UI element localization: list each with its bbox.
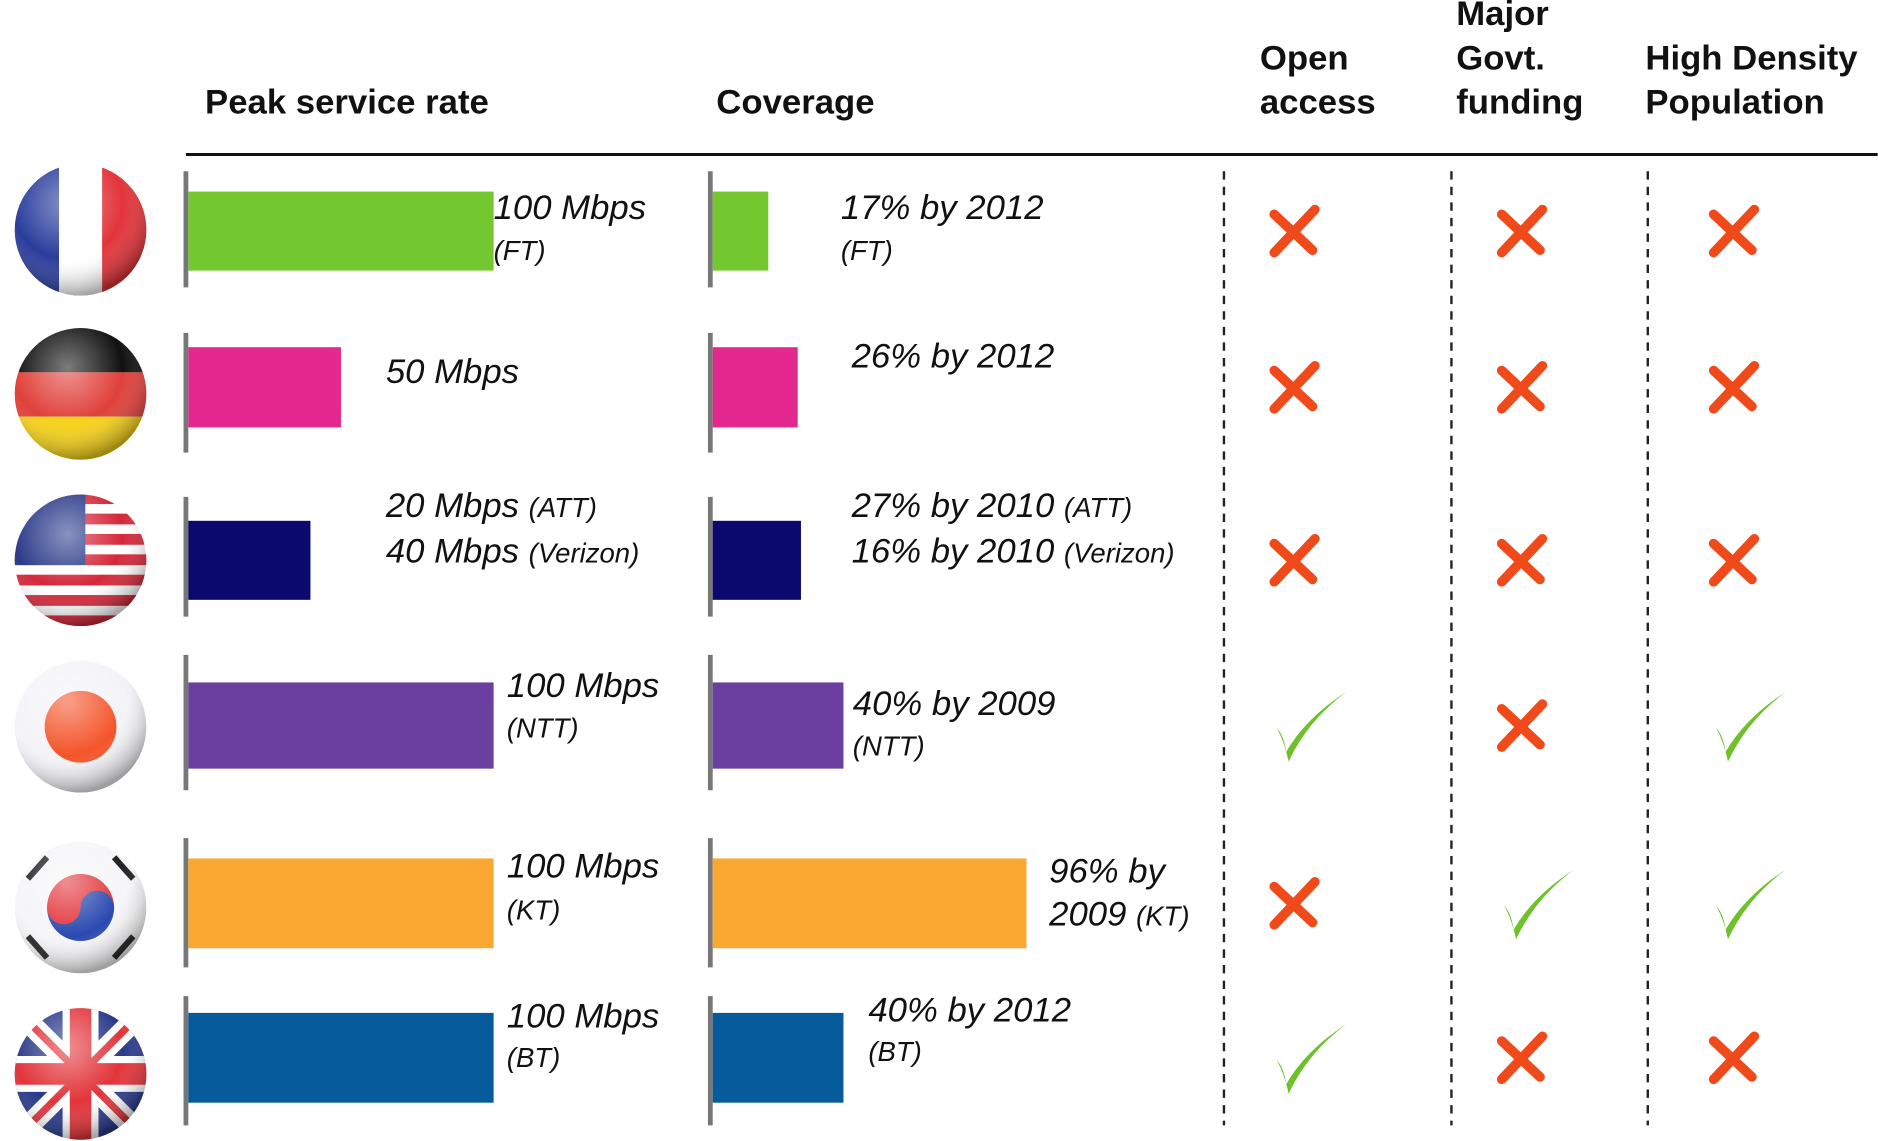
label-text: 100 Mbps — [507, 848, 659, 886]
label-text: 40% by 2012 — [868, 991, 1071, 1029]
label-note: (FT) — [841, 235, 893, 266]
label-note: (KT) — [507, 895, 561, 926]
cross-mark — [1269, 533, 1320, 587]
flag-uk — [14, 1008, 147, 1140]
bar-label: 100 Mbps — [494, 189, 646, 227]
cross-mark — [1269, 360, 1320, 414]
cross-mark — [1496, 204, 1548, 258]
label-text: 16% by 2010 — [852, 533, 1064, 571]
label-note: (KT) — [1136, 900, 1190, 931]
label-text: 17% by 2012 — [841, 189, 1044, 227]
label-note: (BT) — [868, 1036, 922, 1067]
bar-label: 40 Mbps (Verizon) — [386, 533, 639, 571]
cross-mark — [1496, 699, 1548, 752]
check-mark — [1504, 869, 1574, 940]
bar-label: (BT) — [507, 1042, 561, 1073]
bar-label: 96% by — [1049, 852, 1167, 890]
coverage-bar — [712, 1012, 844, 1103]
coverage-bar — [712, 858, 1027, 949]
check-mark — [1276, 1024, 1347, 1094]
coverage-bar — [712, 520, 801, 600]
label-text: 20 Mbps — [385, 487, 529, 525]
label-note: (Verizon) — [1064, 538, 1175, 569]
label-text: 100 Mbps — [507, 997, 659, 1035]
bar-label: 50 Mbps — [386, 353, 519, 391]
label-text: 40% by 2009 — [853, 685, 1056, 723]
bar-label: (NTT) — [507, 713, 579, 744]
column-header: access — [1260, 84, 1376, 122]
cross-mark — [1708, 204, 1760, 258]
peak-bar — [188, 520, 311, 600]
label-note: (Verizon) — [529, 538, 640, 569]
column-header: Govt. — [1456, 39, 1545, 77]
label-text: 40 Mbps — [386, 533, 529, 571]
label-note: (NTT) — [507, 713, 579, 744]
bar-label: 17% by 2012 — [841, 189, 1044, 227]
label-text: 27% by 2010 — [851, 487, 1064, 525]
bar-label: 26% by 2012 — [851, 338, 1055, 376]
column-header: Coverage — [716, 84, 874, 122]
cross-mark — [1708, 360, 1760, 414]
column-header: Population — [1645, 84, 1824, 122]
bar-label: 40% by 2012 — [868, 991, 1071, 1029]
cross-mark — [1269, 877, 1320, 930]
flags — [14, 164, 147, 1140]
bar-label: 2009 (KT) — [1048, 895, 1189, 933]
bar-label: (FT) — [841, 235, 893, 266]
bar-label: (NTT) — [853, 730, 925, 761]
label-text: 96% by — [1049, 852, 1167, 890]
label-text: 100 Mbps — [494, 189, 646, 227]
coverage-bar — [712, 682, 844, 769]
bar-label: 100 Mbps — [507, 848, 659, 886]
bar-label: 100 Mbps — [507, 997, 659, 1035]
flag-france — [14, 164, 147, 296]
column-header: High Density — [1645, 39, 1858, 77]
flag-usa — [14, 494, 147, 627]
flag-germany — [14, 328, 147, 460]
bar-label: 40% by 2009 — [853, 685, 1056, 723]
bar-label: 16% by 2010 (Verizon) — [852, 533, 1175, 571]
bar-label: (BT) — [868, 1036, 922, 1067]
check-mark — [1276, 692, 1347, 762]
bar-label: 27% by 2010 (ATT) — [851, 487, 1133, 525]
label-text: 26% by 2012 — [851, 338, 1055, 376]
bar-label: 100 Mbps — [507, 667, 659, 705]
column-header: Open — [1260, 39, 1349, 77]
peak-bar — [188, 682, 494, 769]
peak-bar — [188, 191, 494, 271]
column-header: funding — [1456, 84, 1583, 122]
column-header: Peak service rate — [205, 84, 489, 122]
label-text: 2009 — [1048, 895, 1136, 933]
label-note: (NTT) — [853, 730, 925, 761]
cross-mark — [1708, 1031, 1760, 1085]
flag-korea — [14, 841, 147, 974]
peak-bar — [188, 1012, 494, 1103]
label-note: (FT) — [494, 235, 546, 266]
cross-mark — [1269, 204, 1320, 258]
flag-japan — [14, 660, 147, 793]
label-text: 100 Mbps — [507, 667, 659, 705]
bar-label: (KT) — [507, 895, 561, 926]
cross-mark — [1496, 360, 1548, 414]
cross-mark — [1496, 533, 1548, 587]
peak-bar — [188, 858, 494, 949]
bar-label: 20 Mbps (ATT) — [385, 487, 597, 525]
label-note: (ATT) — [529, 492, 597, 523]
label-note: (BT) — [507, 1042, 561, 1073]
coverage-bar — [712, 347, 798, 428]
check-mark — [1716, 869, 1786, 940]
check-mark — [1716, 692, 1786, 762]
column-dividers — [1222, 171, 1649, 1126]
coverage-bar — [712, 191, 769, 271]
peak-bar — [188, 347, 341, 428]
column-header: Major — [1456, 0, 1549, 33]
bar-label: (FT) — [494, 235, 546, 266]
cross-mark — [1708, 533, 1760, 587]
label-note: (ATT) — [1064, 492, 1132, 523]
label-text: 50 Mbps — [386, 353, 519, 391]
cross-mark — [1496, 1031, 1548, 1085]
